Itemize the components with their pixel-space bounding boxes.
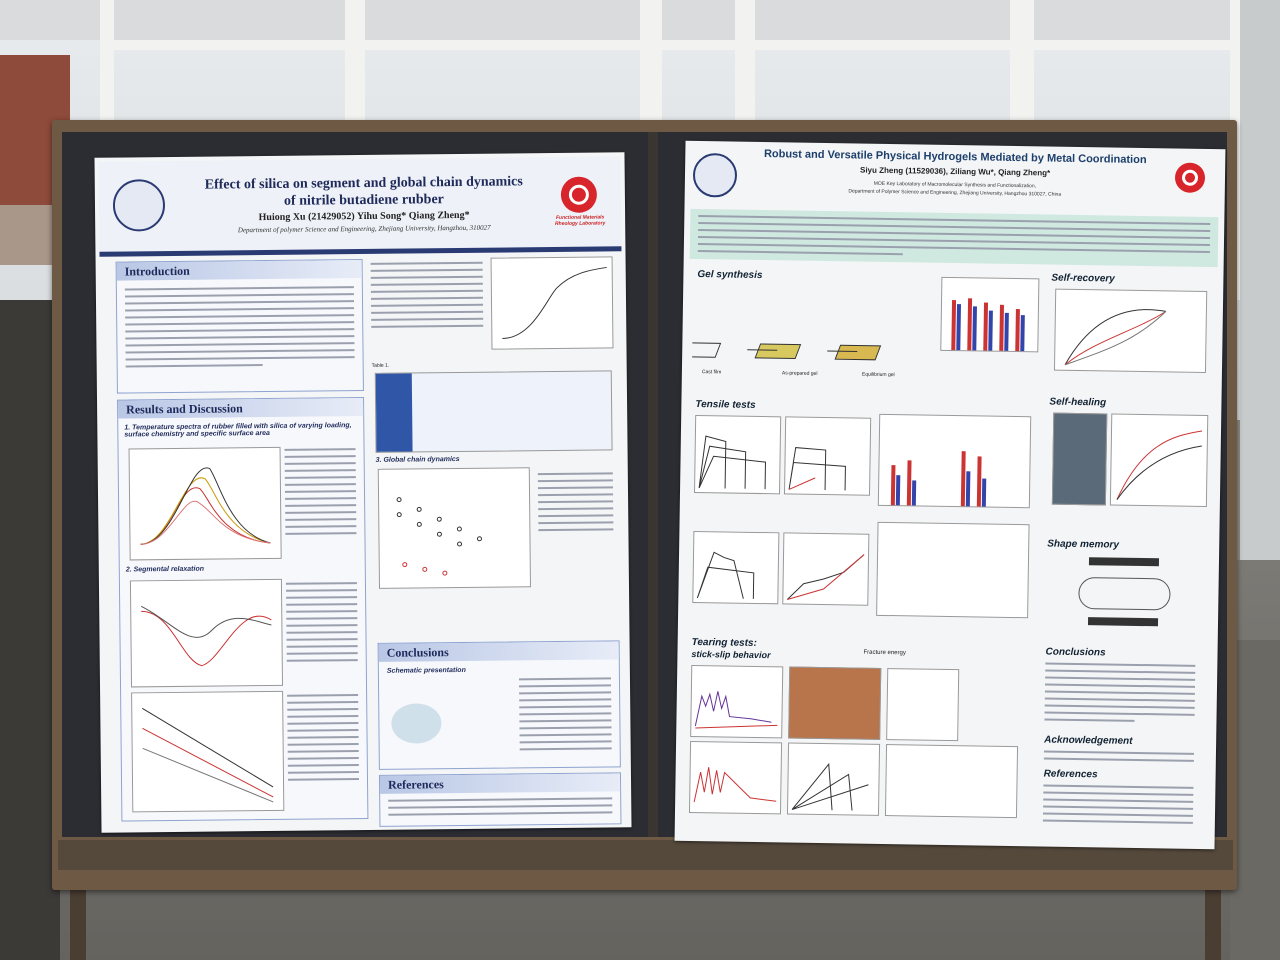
self-healing-chart <box>1109 413 1209 508</box>
viscosity-curve-figure <box>490 256 614 350</box>
window-mullion <box>345 0 365 140</box>
conclusions-heading: Conclusions <box>1045 646 1106 659</box>
results-section: Results and Discussion 1. Temperature sp… <box>117 396 369 822</box>
hysteresis-chart <box>782 532 870 606</box>
figure5-caption <box>537 472 614 536</box>
lab-logo-icon <box>1174 162 1206 193</box>
window-mullion <box>100 0 114 140</box>
subsection-temperature: 1. Temperature spectra of rubber filled … <box>124 422 352 439</box>
board-divider <box>648 132 658 837</box>
references-heading: References <box>387 777 444 792</box>
figure3-caption <box>287 694 360 786</box>
cast-film-label: Cast film <box>701 369 722 376</box>
poster-hydrogels: Robust and Versatile Physical Hydrogels … <box>674 140 1226 850</box>
shape-memory-heading: Shape memory <box>1047 538 1120 551</box>
global-dynamics-figure <box>377 467 532 589</box>
tensile-equilibrium-chart <box>783 416 872 496</box>
introduction-heading: Introduction <box>124 263 190 279</box>
poster-title: Effect of silica on segment and global c… <box>204 174 523 209</box>
mechanical-parameters-charts <box>876 521 1030 619</box>
abstract-block <box>689 208 1219 268</box>
global-dynamics-heading: 3. Global chain dynamics <box>375 455 460 464</box>
tearing-energy-chart-f <box>884 744 1019 819</box>
window-mullion <box>1010 0 1034 140</box>
stick-slip-heading: stick-slip behavior <box>691 648 771 661</box>
conclusions-section: Conclusions Schematic presentation <box>377 640 621 770</box>
figure1-caption <box>284 448 357 540</box>
board-leg <box>1205 870 1221 960</box>
left-shadow <box>0 300 60 960</box>
silica-data-table <box>374 370 613 453</box>
synthesis-scheme <box>674 283 924 387</box>
references-text <box>1042 784 1194 829</box>
poster-silica-nbr: Effect of silica on segment and global c… <box>94 152 632 833</box>
table-label: Table 1. <box>371 362 390 369</box>
window-right <box>1240 0 1280 640</box>
poster-authors: Siyu Zheng (11529036), Ziliang Wu*, Qian… <box>859 165 1051 178</box>
self-healing-photo <box>1051 412 1108 506</box>
references-text <box>388 797 613 820</box>
window-mullion <box>735 0 755 140</box>
introduction-section: Introduction <box>115 258 364 394</box>
schematic-image <box>391 703 442 744</box>
poster-affiliation: Department of polymer Science and Engine… <box>237 223 491 235</box>
tearing-tests-heading: Tearing tests: <box>691 636 757 649</box>
results-heading: Results and Discussion <box>126 401 243 417</box>
window-transom <box>100 40 1280 50</box>
tearing-force-chart <box>690 664 784 739</box>
poster-header: Effect of silica on segment and global c… <box>98 156 622 252</box>
stress-strain-chart <box>692 530 780 605</box>
conclusions-text <box>1044 662 1196 728</box>
references-section: References <box>378 772 622 827</box>
relaxation-time-figure <box>131 690 285 813</box>
figure2-caption <box>285 582 358 667</box>
temperature-spectra-figure <box>128 446 282 561</box>
window-mullion <box>640 0 662 140</box>
tensile-summary-charts <box>877 413 1032 509</box>
figure4-caption-block <box>370 261 484 363</box>
as-prepared-label: As-prepared gel <box>781 370 818 377</box>
poster-affiliation: MOE Key Laboratory of Macromolecular Syn… <box>848 180 1062 198</box>
tearing-energy-chart-e <box>786 742 881 816</box>
board-leg <box>70 870 86 960</box>
schematic-label: Schematic presentation <box>386 666 466 675</box>
fracture-energy-label: Fracture energy <box>863 649 906 657</box>
lab-logo-icon <box>560 176 598 213</box>
poster-authors: Huiong Xu (21429052) Yihu Song* Qiang Zh… <box>258 209 470 224</box>
segmental-relaxation-figure <box>129 578 284 688</box>
tensile-as-prepared-chart <box>694 414 782 495</box>
tensile-tests-heading: Tensile tests <box>695 398 756 411</box>
university-logo-icon <box>112 179 166 232</box>
subsection-segmental: 2. Segmental relaxation <box>125 565 205 574</box>
conclusions-heading: Conclusions <box>386 645 449 660</box>
gel-composition-chart <box>940 276 1040 353</box>
references-heading: References <box>1043 768 1098 781</box>
introduction-text <box>124 286 355 372</box>
acknowledgement-heading: Acknowledgement <box>1044 734 1133 747</box>
tearing-energy-chart-d <box>688 740 783 815</box>
self-recovery-heading: Self-recovery <box>1051 272 1115 285</box>
gel-synthesis-heading: Gel synthesis <box>697 269 763 282</box>
conclusions-text <box>518 677 612 755</box>
equilibrium-label: Equilibrium gel <box>861 371 895 379</box>
lab-name: Functional Materials Rheology Laboratory <box>555 214 606 227</box>
acknowledgement-text <box>1043 750 1194 767</box>
right-floor <box>1230 640 1280 960</box>
tearing-photo <box>788 666 882 740</box>
fracture-energy-chart <box>886 668 960 742</box>
shape-memory-scheme <box>1058 557 1199 639</box>
self-recovery-figure <box>1053 288 1208 374</box>
self-healing-heading: Self-healing <box>1049 396 1107 409</box>
